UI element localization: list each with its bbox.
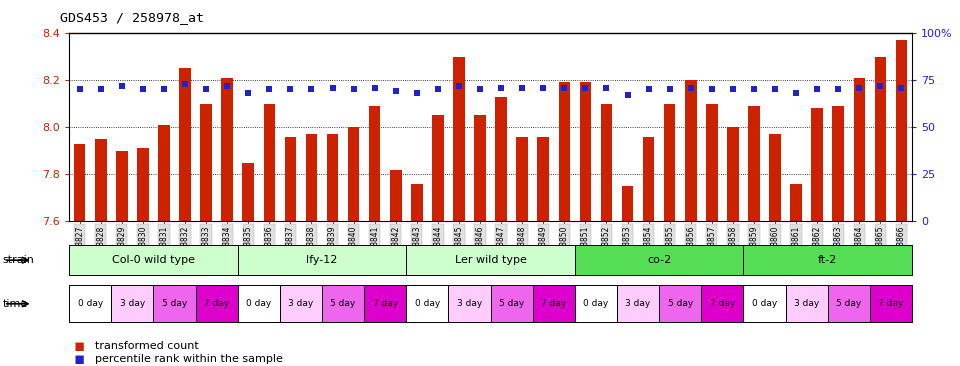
- Text: 7 day: 7 day: [204, 299, 229, 308]
- Text: 0 day: 0 day: [752, 299, 778, 308]
- Bar: [69, 245, 238, 275]
- Bar: [743, 245, 912, 275]
- Bar: [453, 56, 465, 221]
- Bar: [748, 106, 759, 221]
- Bar: [111, 285, 154, 322]
- Bar: [811, 108, 823, 221]
- Bar: [875, 56, 886, 221]
- Text: GDS453 / 258978_at: GDS453 / 258978_at: [60, 11, 204, 24]
- Bar: [769, 134, 780, 221]
- Bar: [201, 104, 212, 221]
- Bar: [432, 115, 444, 221]
- Bar: [348, 127, 359, 221]
- Bar: [222, 78, 233, 221]
- Bar: [538, 137, 549, 221]
- Text: 0 day: 0 day: [584, 299, 609, 308]
- Bar: [69, 285, 111, 322]
- Text: 7 day: 7 day: [709, 299, 735, 308]
- Bar: [74, 144, 85, 221]
- Text: 3 day: 3 day: [120, 299, 145, 308]
- Bar: [322, 285, 364, 322]
- Bar: [406, 245, 575, 275]
- Bar: [238, 245, 406, 275]
- Bar: [580, 82, 591, 221]
- Bar: [116, 151, 128, 221]
- Bar: [896, 40, 907, 221]
- Bar: [280, 285, 322, 322]
- Bar: [411, 184, 422, 221]
- Bar: [491, 285, 533, 322]
- Bar: [617, 285, 660, 322]
- Bar: [180, 68, 191, 221]
- Text: 7 day: 7 day: [878, 299, 903, 308]
- Text: Ler wild type: Ler wild type: [455, 255, 526, 265]
- Bar: [790, 184, 802, 221]
- Text: 3 day: 3 day: [625, 299, 651, 308]
- Bar: [870, 285, 912, 322]
- Text: 3 day: 3 day: [794, 299, 819, 308]
- Bar: [643, 137, 655, 221]
- Text: 5 day: 5 day: [836, 299, 861, 308]
- Bar: [533, 285, 575, 322]
- Text: 5 day: 5 day: [667, 299, 693, 308]
- Text: 0 day: 0 day: [78, 299, 103, 308]
- Text: 0 day: 0 day: [415, 299, 440, 308]
- Bar: [158, 125, 170, 221]
- Text: 3 day: 3 day: [457, 299, 482, 308]
- Text: 5 day: 5 day: [499, 299, 524, 308]
- Bar: [448, 285, 491, 322]
- Bar: [369, 106, 380, 221]
- Text: 7 day: 7 day: [541, 299, 566, 308]
- Text: strain: strain: [3, 255, 35, 265]
- Bar: [684, 80, 697, 221]
- Text: 5 day: 5 day: [162, 299, 187, 308]
- Text: transformed count: transformed count: [95, 341, 199, 351]
- Bar: [832, 106, 844, 221]
- Text: percentile rank within the sample: percentile rank within the sample: [95, 354, 283, 365]
- Bar: [601, 104, 612, 221]
- Text: 3 day: 3 day: [288, 299, 314, 308]
- Bar: [243, 163, 254, 221]
- Bar: [575, 245, 743, 275]
- Text: Col-0 wild type: Col-0 wild type: [112, 255, 195, 265]
- Bar: [706, 104, 718, 221]
- Bar: [474, 115, 486, 221]
- Bar: [196, 285, 238, 322]
- Bar: [559, 82, 570, 221]
- Bar: [238, 285, 280, 322]
- Text: time: time: [3, 299, 28, 309]
- Bar: [622, 186, 634, 221]
- Bar: [364, 285, 406, 322]
- Bar: [154, 285, 196, 322]
- Bar: [95, 139, 107, 221]
- Bar: [137, 148, 149, 221]
- Text: lfy-12: lfy-12: [306, 255, 338, 265]
- Text: 0 day: 0 day: [246, 299, 272, 308]
- Text: 7 day: 7 day: [372, 299, 397, 308]
- Bar: [495, 97, 507, 221]
- Bar: [326, 134, 338, 221]
- Text: 5 day: 5 day: [330, 299, 356, 308]
- Bar: [727, 127, 738, 221]
- Bar: [664, 104, 676, 221]
- Bar: [263, 104, 276, 221]
- Bar: [406, 285, 448, 322]
- Bar: [390, 169, 401, 221]
- Bar: [743, 285, 785, 322]
- Bar: [660, 285, 701, 322]
- Text: ft-2: ft-2: [818, 255, 837, 265]
- Bar: [701, 285, 743, 322]
- Bar: [853, 78, 865, 221]
- Bar: [828, 285, 870, 322]
- Text: ▪: ▪: [74, 337, 85, 355]
- Bar: [575, 285, 617, 322]
- Bar: [785, 285, 828, 322]
- Bar: [284, 137, 297, 221]
- Text: co-2: co-2: [647, 255, 671, 265]
- Text: ▪: ▪: [74, 350, 85, 366]
- Bar: [305, 134, 317, 221]
- Bar: [516, 137, 528, 221]
